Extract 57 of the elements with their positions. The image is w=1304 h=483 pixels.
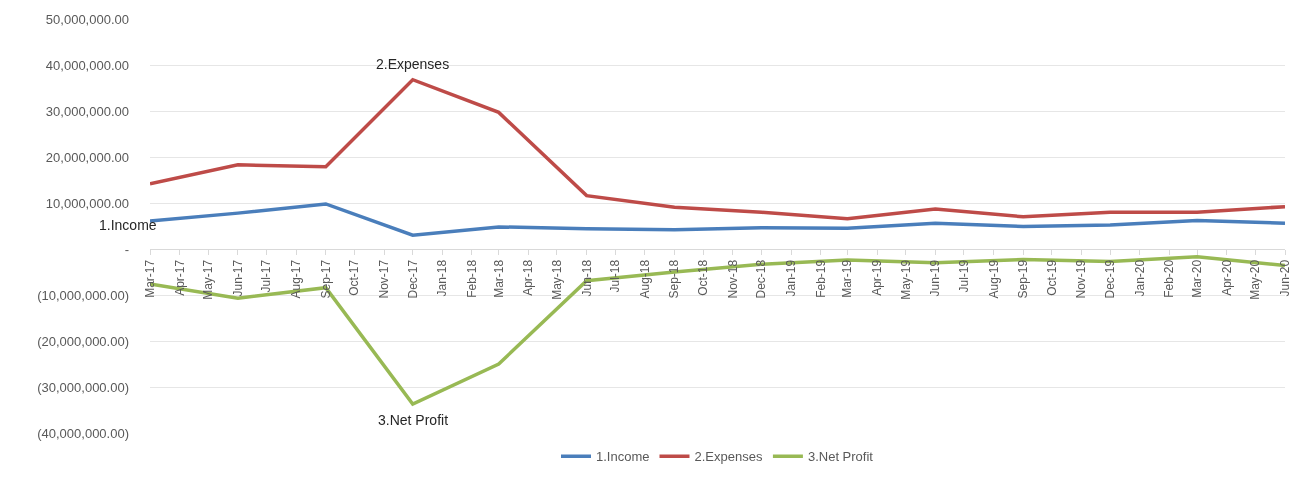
y-tick-label: (10,000,000.00)	[37, 287, 129, 303]
x-tick-label: Apr-20	[1219, 259, 1234, 296]
x-tick-label: Aug-18	[637, 259, 652, 299]
x-tick-label: Dec-18	[754, 259, 769, 299]
annotation: 1.Income	[99, 217, 157, 233]
y-tick-label: (40,000,000.00)	[37, 425, 129, 441]
x-tick-label: Jan-20	[1132, 259, 1147, 297]
x-tick-label: Jun-19	[928, 259, 943, 297]
y-tick-label: -	[124, 241, 129, 257]
legend-label: 2.Expenses	[694, 449, 763, 465]
x-tick-label: Jul-17	[259, 259, 274, 293]
x-tick-label: Nov-18	[725, 259, 740, 299]
x-tick-label: Sep-17	[318, 259, 333, 299]
legend-label: 1.Income	[596, 449, 650, 465]
y-tick-label: 20,000,000.00	[45, 149, 129, 165]
x-tick-label: Apr-19	[869, 259, 884, 296]
y-tick-label: 10,000,000.00	[45, 195, 129, 211]
y-tick-label: 50,000,000.00	[45, 11, 129, 27]
x-tick-label: Aug-17	[289, 259, 304, 299]
x-tick-label: Feb-19	[813, 259, 828, 298]
x-tick-label: Mar-17	[142, 259, 157, 298]
x-tick-label: Jun-18	[579, 259, 594, 297]
x-tick-label: Dec-19	[1103, 259, 1118, 299]
annotation: 3.Net Profit	[378, 412, 449, 428]
x-tick-label: Dec-17	[405, 259, 420, 299]
x-tick-label: Oct-17	[347, 259, 362, 296]
x-tick-label: Jun-20	[1277, 259, 1292, 297]
x-tick-label: Nov-19	[1074, 259, 1089, 299]
y-tick-label: (30,000,000.00)	[37, 379, 129, 395]
x-tick-label: Sep-19	[1016, 259, 1031, 299]
x-tick-label: Mar-19	[840, 259, 855, 298]
x-tick-label: Feb-20	[1162, 259, 1177, 298]
line-series	[150, 77, 1285, 221]
y-tick-label: (20,000,000.00)	[37, 333, 129, 349]
x-tick-label: Aug-19	[986, 259, 1001, 299]
legend-label: 3.Net Profit	[807, 449, 874, 465]
x-tick-label: Jan-19	[783, 259, 798, 297]
x-tick-label: Nov-17	[376, 259, 391, 299]
x-tick-label: Feb-18	[464, 259, 479, 298]
annotation: 2.Expenses	[376, 56, 450, 72]
y-tick-label: 30,000,000.00	[45, 103, 129, 119]
x-tick-label: Mar-18	[491, 259, 506, 298]
x-tick-label: Oct-18	[696, 259, 711, 296]
x-tick-label: Apr-17	[172, 259, 187, 296]
x-tick-label: Jan-18	[435, 259, 450, 297]
x-tick-label: Jul-19	[956, 259, 971, 293]
x-tick-label: May-18	[549, 259, 564, 300]
x-tick-label: Oct-19	[1044, 259, 1059, 296]
x-tick-label: Mar-20	[1190, 259, 1204, 298]
y-tick-label: 40,000,000.00	[45, 57, 129, 73]
x-tick-label: May-20	[1248, 259, 1263, 300]
x-tick-label: May-19	[898, 259, 913, 300]
x-tick-label: May-17	[201, 259, 216, 300]
x-tick-label: Jun-17	[230, 259, 245, 297]
x-tick-label: Apr-18	[521, 259, 536, 296]
x-tick-label: Jul-18	[608, 259, 623, 293]
x-tick-label: Sep-18	[667, 259, 682, 299]
